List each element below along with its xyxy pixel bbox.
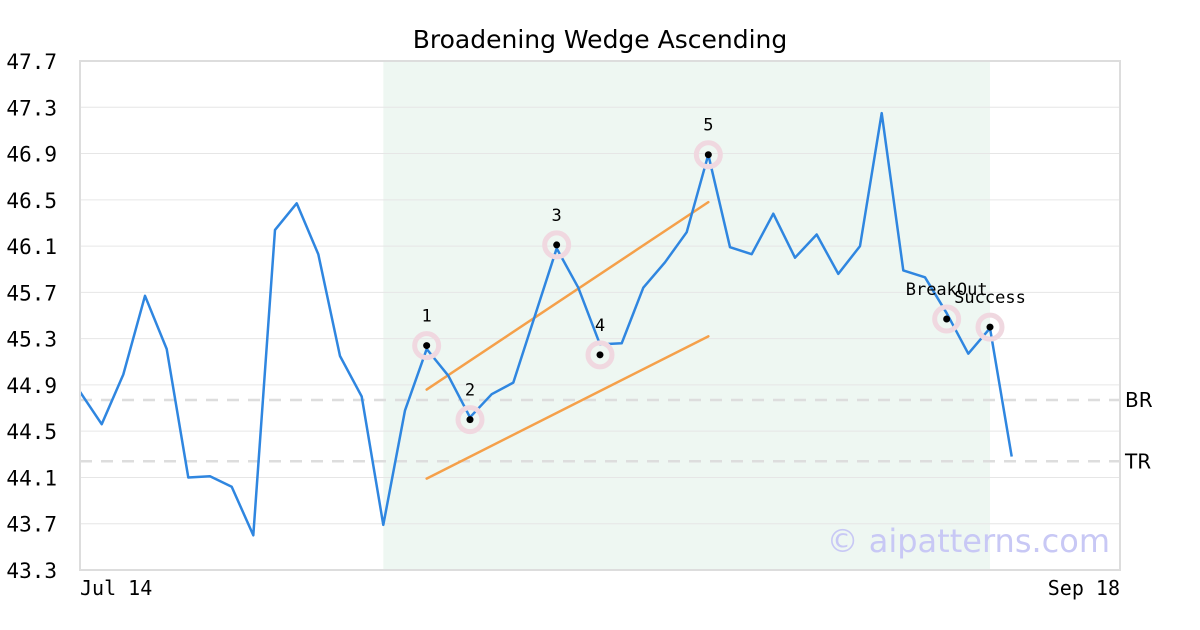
- plot-frame: [79, 60, 1121, 571]
- highlight-region: [383, 61, 990, 570]
- y-tick-label: 47.3: [6, 96, 57, 120]
- watermark: © aipatterns.com: [827, 522, 1110, 560]
- reference-lines: BR TR: [80, 388, 1153, 473]
- y-tick-label: 44.9: [6, 374, 57, 398]
- upper-trend-line: [425, 200, 710, 391]
- grid-lines: [80, 60, 1120, 571]
- y-tick-label: 46.1: [6, 235, 57, 259]
- pattern-point-ring-breakout: [932, 304, 962, 334]
- pattern-point-ring-4: [585, 340, 615, 370]
- pattern-point-ring-success: [975, 312, 1005, 342]
- pattern-point-dot-2: [466, 416, 474, 424]
- y-tick-label: 44.1: [6, 466, 57, 490]
- y-axis-ticks: 43.3 43.7 44.1 44.5 44.9 45.3 45.7 46.1 46.5 46.9…: [6, 50, 57, 583]
- y-tick-label: 43.7: [6, 513, 57, 537]
- y-tick-label: 46.5: [6, 189, 57, 213]
- pattern-point-ring-5: [693, 140, 723, 170]
- price-line: [78, 111, 1013, 537]
- y-tick-label: 43.3: [6, 559, 57, 583]
- pattern-point-ring-1: [412, 331, 442, 361]
- pattern-point-label-3: 3: [552, 206, 562, 226]
- pattern-point-label-breakout: BreakOut: [906, 280, 988, 300]
- trend-lines: [425, 200, 710, 480]
- y-tick-label: 45.7: [6, 281, 57, 305]
- pattern-point-label-5: 5: [703, 116, 713, 136]
- y-tick-label: 45.3: [6, 328, 57, 352]
- pattern-point-dot-4: [596, 351, 604, 359]
- pattern-point-dot-5: [704, 151, 712, 159]
- lower-trend-line: [425, 335, 710, 480]
- pattern-point-ring-3: [542, 230, 572, 260]
- chart-title: Broadening Wedge Ascending: [413, 25, 788, 54]
- y-tick-label: 44.5: [6, 420, 57, 444]
- pattern-highlight-rect: [383, 61, 990, 570]
- pattern-point-dot-success: [986, 323, 994, 331]
- y-tick-label: 47.7: [6, 50, 57, 74]
- pattern-point-label-4: 4: [595, 316, 605, 336]
- x-tick-label: Jul 14: [80, 576, 152, 600]
- price-series: [78, 111, 1013, 537]
- pattern-point-dot-1: [423, 342, 431, 350]
- reference-label-br: BR: [1125, 388, 1153, 412]
- pattern-point-dot-breakout: [943, 315, 951, 323]
- x-axis-ticks: Jul 14 Sep 18: [80, 576, 1120, 600]
- pattern-point-label-1: 1: [422, 307, 432, 327]
- pattern-point-label-success: Success: [954, 288, 1026, 308]
- pattern-point-label-2: 2: [465, 381, 475, 401]
- pattern-point-dot-3: [553, 241, 561, 249]
- pattern-point-ring-2: [455, 405, 485, 435]
- reference-label-tr: TR: [1124, 449, 1151, 473]
- x-tick-label: Sep 18: [1048, 576, 1120, 600]
- y-tick-label: 46.9: [6, 143, 57, 167]
